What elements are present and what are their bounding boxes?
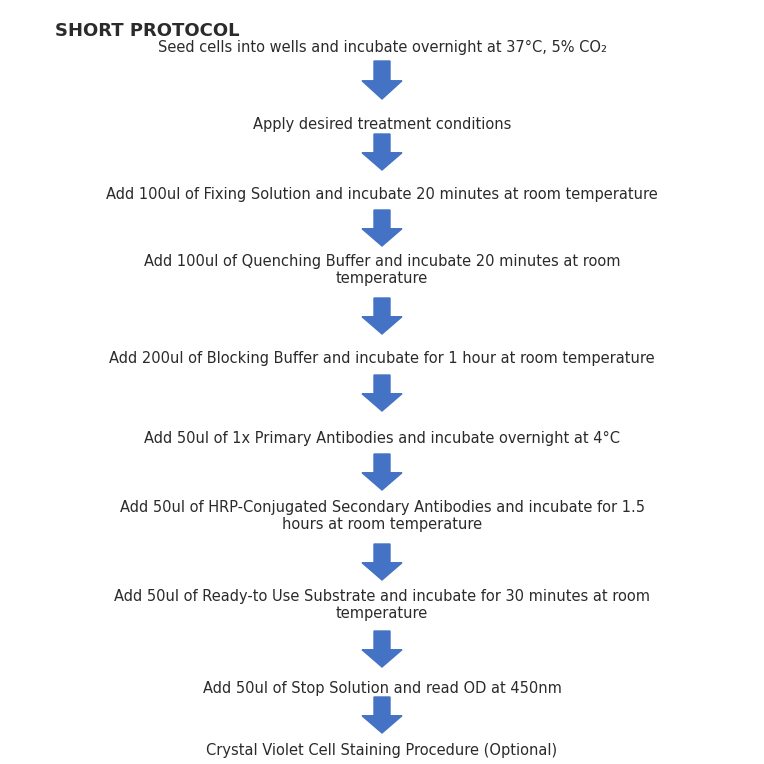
Text: Add 100ul of Fixing Solution and incubate 20 minutes at room temperature: Add 100ul of Fixing Solution and incubat… (106, 187, 658, 202)
Text: Add 50ul of Ready-to Use Substrate and incubate for 30 minutes at room
temperatu: Add 50ul of Ready-to Use Substrate and i… (114, 589, 650, 621)
Text: Add 50ul of HRP-Conjugated Secondary Antibodies and incubate for 1.5
hours at ro: Add 50ul of HRP-Conjugated Secondary Ant… (119, 500, 645, 533)
Text: Crystal Violet Cell Staining Procedure (Optional): Crystal Violet Cell Staining Procedure (… (206, 743, 558, 757)
Text: SHORT PROTOCOL: SHORT PROTOCOL (55, 22, 239, 40)
Text: Add 200ul of Blocking Buffer and incubate for 1 hour at room temperature: Add 200ul of Blocking Buffer and incubat… (109, 351, 655, 365)
Text: Seed cells into wells and incubate overnight at 37°C, 5% CO₂: Seed cells into wells and incubate overn… (157, 40, 607, 54)
Polygon shape (362, 134, 402, 170)
Polygon shape (362, 61, 402, 99)
Text: Add 100ul of Quenching Buffer and incubate 20 minutes at room
temperature: Add 100ul of Quenching Buffer and incuba… (144, 254, 620, 286)
Polygon shape (362, 375, 402, 411)
Text: Add 50ul of Stop Solution and read OD at 450nm: Add 50ul of Stop Solution and read OD at… (202, 681, 562, 695)
Polygon shape (362, 298, 402, 334)
Polygon shape (362, 454, 402, 490)
Polygon shape (362, 210, 402, 246)
Polygon shape (362, 544, 402, 580)
Polygon shape (362, 631, 402, 667)
Text: Add 50ul of 1x Primary Antibodies and incubate overnight at 4°C: Add 50ul of 1x Primary Antibodies and in… (144, 430, 620, 445)
Text: Apply des​ired treatment conditions: Apply des​ired treatment conditions (253, 118, 511, 132)
Polygon shape (362, 697, 402, 733)
